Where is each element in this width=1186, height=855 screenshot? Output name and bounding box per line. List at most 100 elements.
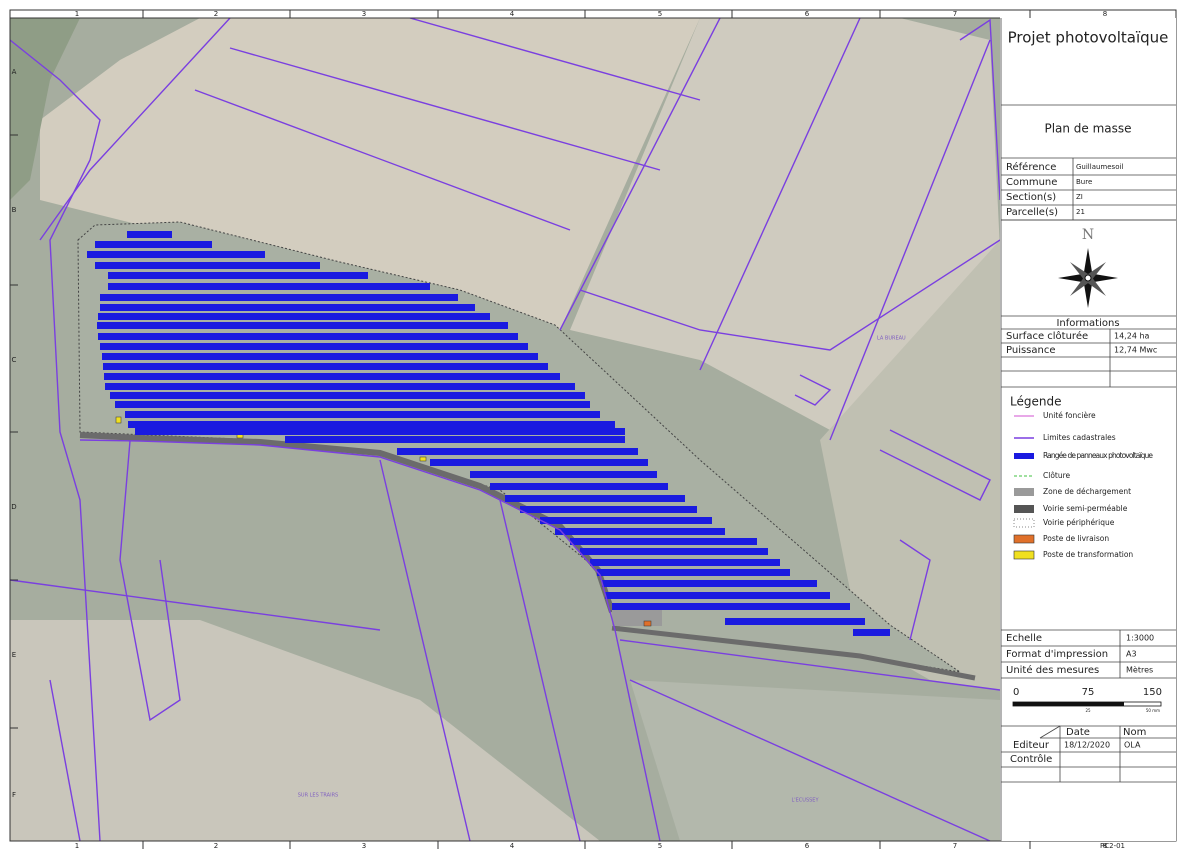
- panel-row: [108, 272, 368, 279]
- panel-row: [98, 313, 490, 320]
- panel-row: [100, 343, 528, 350]
- legend-symbol: [1013, 518, 1035, 528]
- identity-label: Parcelle(s): [1006, 207, 1058, 218]
- column-label: 7: [953, 842, 957, 850]
- sign-header: Date: [1066, 727, 1090, 738]
- print-label: Unité des mesures: [1006, 664, 1099, 676]
- panel-row: [95, 241, 212, 248]
- identity-value: Guillaumesoil: [1076, 163, 1123, 171]
- scale-minor: 25: [1085, 708, 1091, 713]
- column-label: 1: [75, 842, 79, 850]
- panel-row: [540, 517, 712, 524]
- identity-value: 21: [1076, 208, 1085, 216]
- sign-name: OLA: [1124, 741, 1141, 750]
- place-label: L'ECUSSEY: [791, 798, 819, 804]
- legend-label: Limites cadastrales: [1043, 433, 1116, 442]
- sign-date: 18/12/2020: [1064, 741, 1110, 750]
- compass-rose: [1058, 248, 1118, 308]
- identity-value: Bure: [1076, 178, 1092, 186]
- identity-value: ZI: [1076, 193, 1083, 201]
- panel-row: [505, 495, 685, 502]
- panel-row: [95, 262, 320, 269]
- print-value: A3: [1126, 650, 1137, 659]
- panel-row: [87, 251, 265, 258]
- legend-symbol: [1014, 453, 1034, 459]
- panel-row: [397, 448, 638, 455]
- info-label: Surface clôturée: [1006, 330, 1088, 342]
- panel-row: [104, 373, 560, 380]
- row-label: D: [11, 503, 16, 511]
- legend-label: Voirie semi-perméable: [1043, 504, 1128, 513]
- row-label: C: [12, 356, 17, 364]
- panel-row: [605, 592, 830, 599]
- row-label: A: [12, 68, 17, 76]
- panel-row: [128, 421, 615, 428]
- column-label: 5: [658, 10, 662, 18]
- title-block: Projet photovoltaïque Plan de masse Réfé…: [1000, 18, 1176, 850]
- legend-label: Rangée de panneaux photovoltaïque: [1043, 451, 1153, 460]
- column-label: 2: [214, 842, 218, 850]
- print-value: 1:3000: [1126, 634, 1154, 643]
- row-label: F: [12, 791, 16, 799]
- print-label: Format d'impression: [1006, 649, 1108, 660]
- identity-label: Commune: [1006, 177, 1057, 188]
- panel-row: [100, 304, 475, 311]
- place-label: LA BUREAU: [877, 336, 906, 342]
- panel-row: [115, 401, 590, 408]
- aerial-map: LA BUREAU SUR LES TRAIRS L'ECUSSEY: [10, 18, 1000, 841]
- info-value: 12,74 Mwc: [1114, 346, 1157, 355]
- panel-row: [555, 528, 725, 535]
- scale-minor: 50 mm: [1146, 708, 1160, 713]
- sign-label: Editeur: [1013, 740, 1050, 751]
- sheet-number: PC2-01: [1100, 842, 1125, 850]
- panel-row: [100, 294, 458, 301]
- legend-label: Poste de transformation: [1043, 550, 1133, 559]
- column-label: 3: [362, 842, 366, 850]
- column-label: 5: [658, 842, 662, 850]
- place-label: SUR LES TRAIRS: [298, 793, 338, 799]
- print-label: Echelle: [1006, 633, 1042, 644]
- panel-row: [853, 629, 890, 636]
- scale-bar: [1012, 701, 1162, 707]
- print-value: Mètres: [1126, 665, 1153, 675]
- panel-row: [520, 506, 697, 513]
- panel-row: [725, 618, 865, 625]
- scale-label: 0: [1013, 687, 1019, 698]
- column-label: 2: [214, 10, 218, 18]
- column-label: 1: [75, 10, 79, 18]
- panel-row: [602, 580, 817, 587]
- sign-header: Nom: [1123, 727, 1146, 738]
- column-label: 4: [510, 10, 515, 18]
- column-label: 6: [805, 842, 810, 850]
- panel-row: [125, 411, 600, 418]
- plan-title: Plan de masse: [1044, 122, 1131, 136]
- panel-row: [97, 322, 508, 329]
- scale-label: 75: [1082, 687, 1095, 698]
- legend-label: Unité foncière: [1043, 411, 1096, 420]
- legend-symbol: [1014, 505, 1034, 513]
- panel-row: [590, 559, 780, 566]
- panel-row: [102, 353, 538, 360]
- column-label: 8: [1103, 842, 1107, 850]
- column-label: 8: [1103, 10, 1107, 18]
- info-label: Puissance: [1006, 345, 1056, 356]
- column-label: 4: [510, 842, 515, 850]
- legend-label: Clôture: [1043, 471, 1071, 480]
- legend-label: Voirie périphérique: [1043, 518, 1115, 527]
- panel-row: [105, 383, 575, 390]
- panel-row: [597, 569, 790, 576]
- legend-symbol: [1013, 550, 1035, 560]
- row-label: B: [12, 206, 17, 214]
- legend-label: Zone de déchargement: [1043, 487, 1131, 496]
- panel-row: [135, 428, 625, 435]
- panel-row: [490, 483, 668, 490]
- column-label: 3: [362, 10, 366, 18]
- panel-row: [127, 231, 172, 238]
- sign-label: Contrôle: [1010, 753, 1052, 765]
- legend-label: Poste de livraison: [1043, 534, 1109, 543]
- panel-row: [612, 603, 850, 610]
- identity-label: Référence: [1006, 161, 1056, 173]
- legend-symbol: [1014, 488, 1034, 496]
- panel-row: [110, 392, 585, 399]
